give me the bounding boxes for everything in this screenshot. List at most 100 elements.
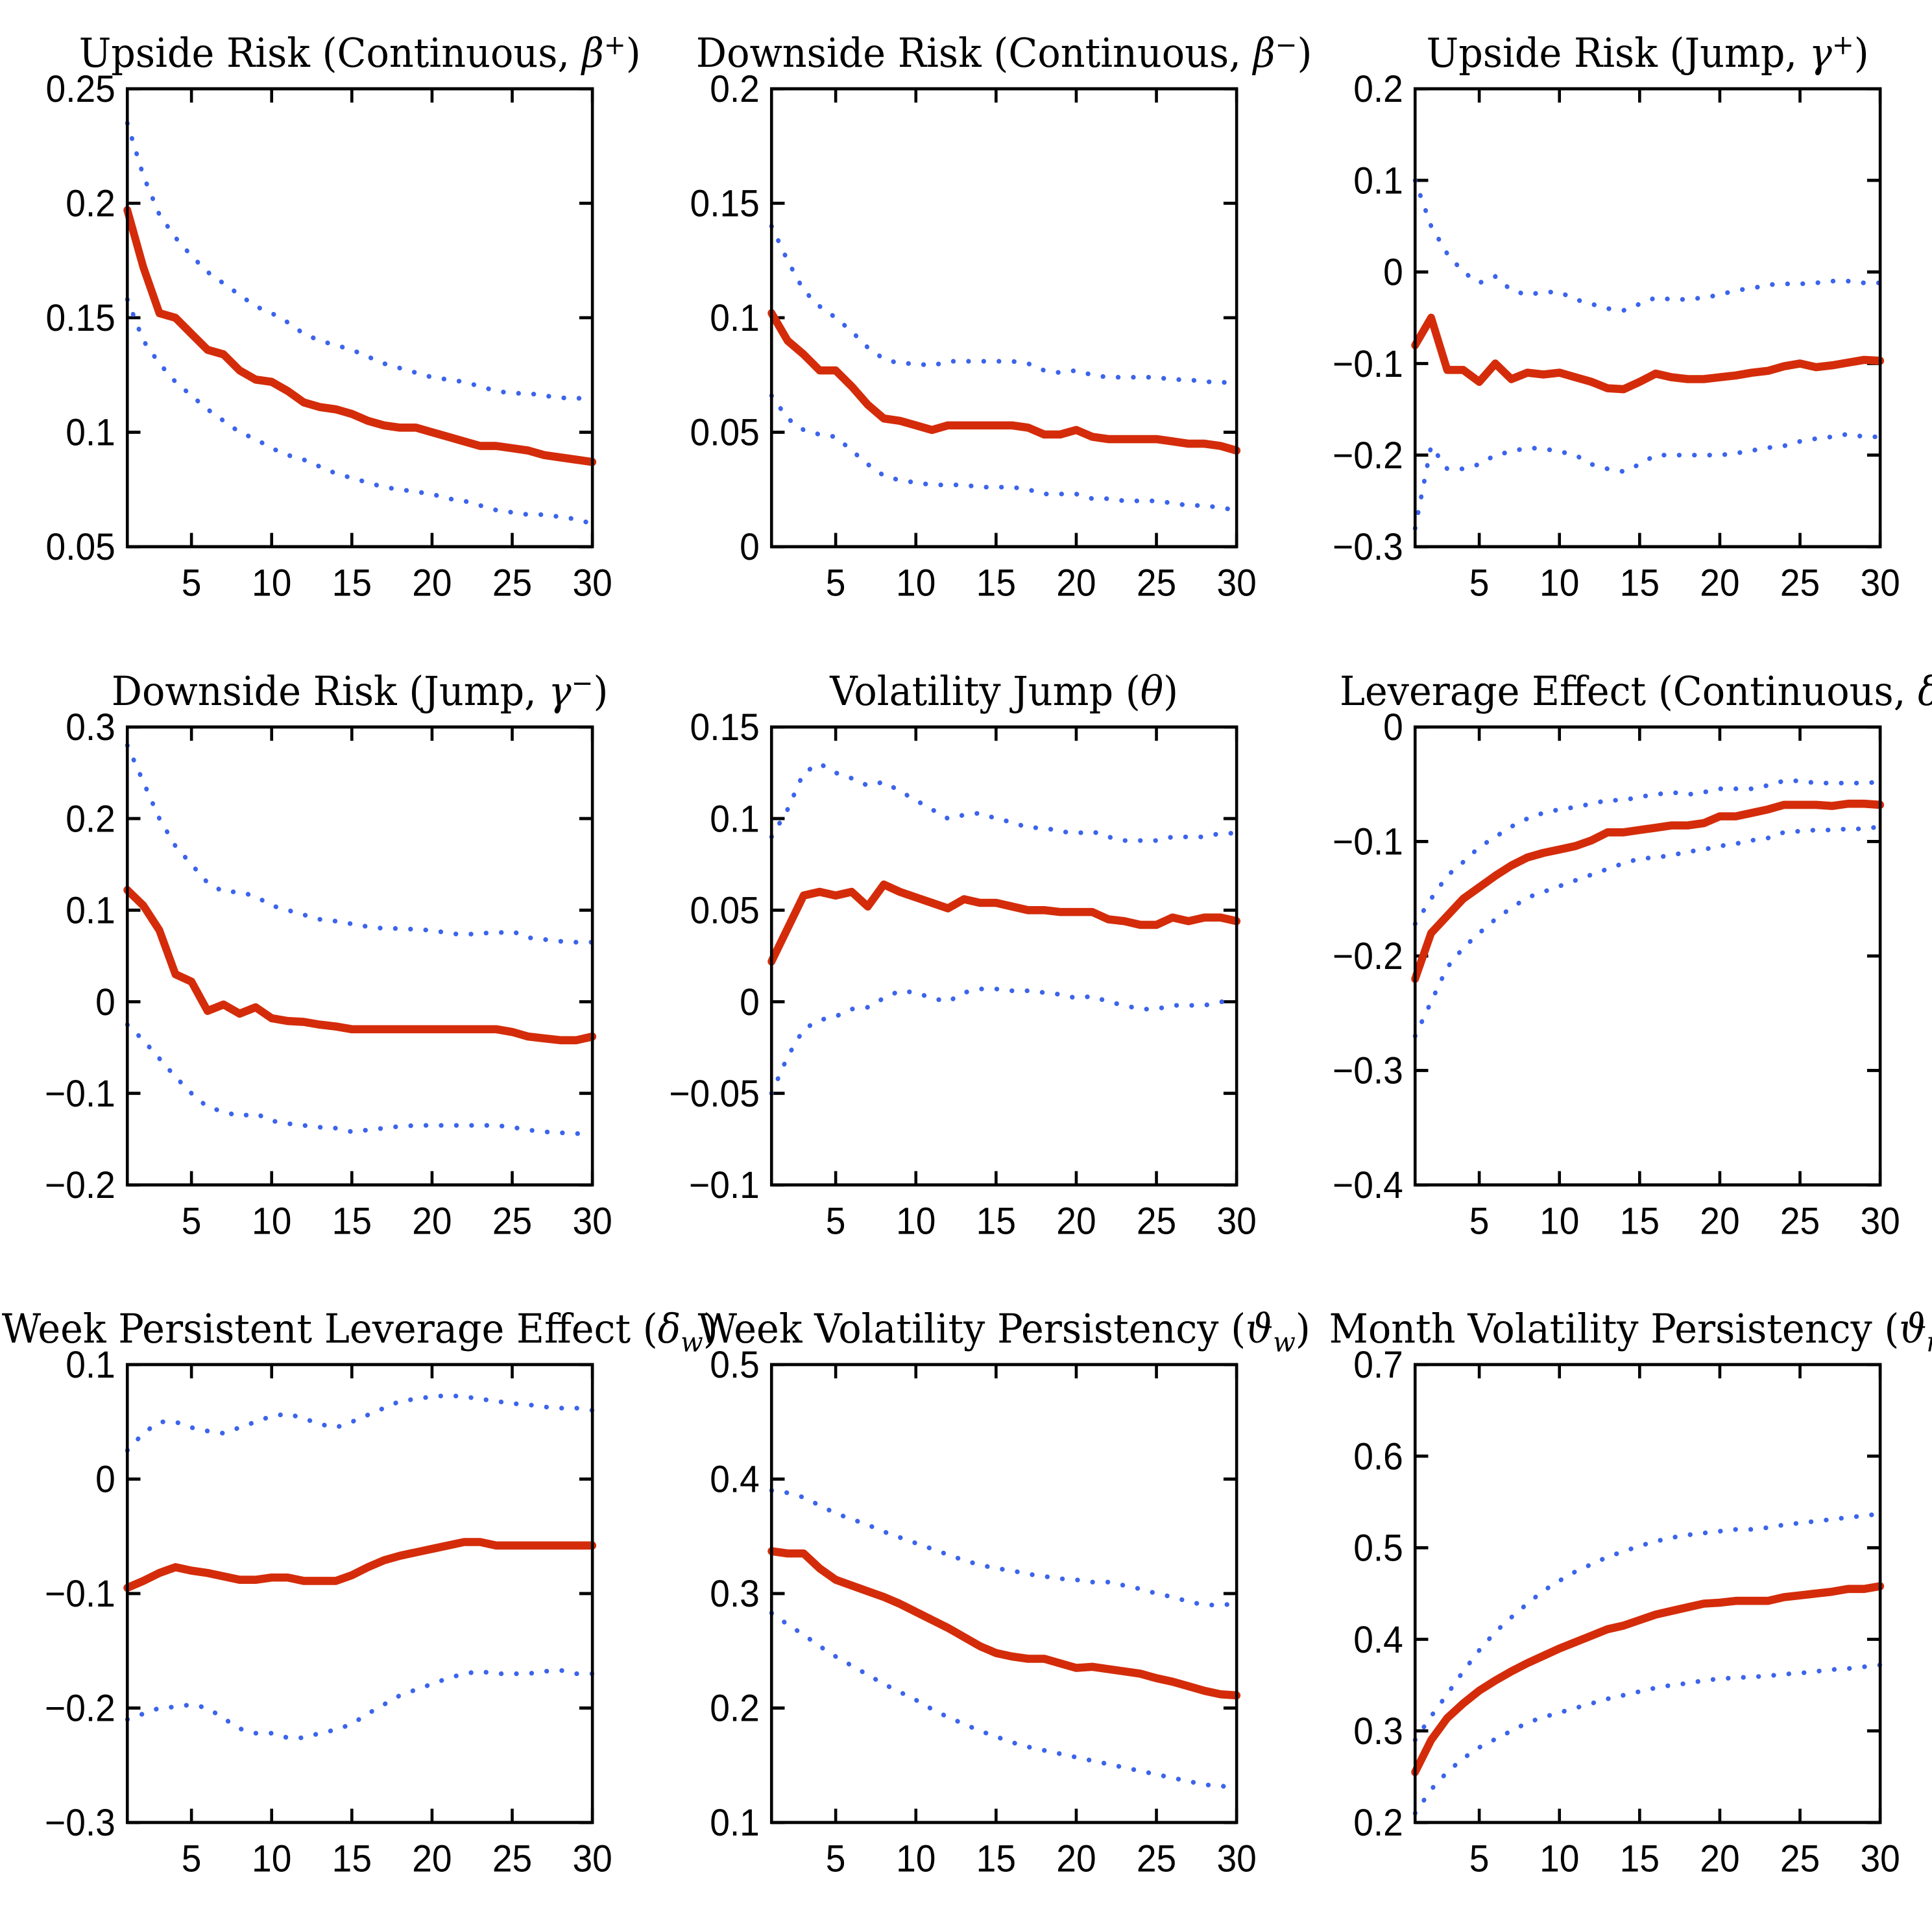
x-tick-label: 15 xyxy=(976,1837,1015,1880)
y-tick-label: 0 xyxy=(95,1459,115,1501)
axis-box xyxy=(1414,87,1882,549)
upper-confidence-line xyxy=(769,1488,1239,1608)
y-tick-label: 0.1 xyxy=(710,1802,760,1844)
x-tick-label: 5 xyxy=(825,1200,845,1242)
x-tick-label: 15 xyxy=(332,1200,372,1242)
x-tick-label: 25 xyxy=(1780,1200,1820,1242)
x-tick-label: 15 xyxy=(976,1200,1015,1242)
estimate-line xyxy=(1411,313,1885,394)
chart-canvas: 5 10 15 20 25 30 −0.1 −0.05 0 0.05 0.1 0.15 Volatili… xyxy=(669,668,1256,1242)
x-tick-label: 10 xyxy=(896,1837,936,1880)
y-tick-label: 0.05 xyxy=(690,889,759,931)
lower-confidence-line xyxy=(769,393,1239,513)
y-tick-label: 0.5 xyxy=(1354,1527,1404,1570)
chart-week-persistent-leverage-effect: 5 10 15 20 25 30 −0.3 −0.2 −0.1 0 0.1 Week Persiste… xyxy=(2,1286,718,1904)
lower-confidence-line xyxy=(769,986,1239,1095)
y-tick-label: −0.05 xyxy=(669,1072,760,1114)
x-tick-label: 25 xyxy=(1137,1837,1176,1880)
upper-confidence-line xyxy=(125,743,595,945)
x-tick-label: 25 xyxy=(1780,1837,1820,1880)
y-tick-label: 0.1 xyxy=(66,1344,115,1386)
lower-confidence-line xyxy=(125,297,595,527)
y-tick-label: −0.1 xyxy=(1333,820,1403,863)
y-tick-label: 0.6 xyxy=(1354,1435,1404,1477)
x-tick-label: 25 xyxy=(1137,1200,1176,1242)
x-tick-label: 5 xyxy=(825,562,845,604)
y-tick-label: −0.1 xyxy=(45,1573,115,1615)
x-tick-label: 20 xyxy=(1056,562,1096,604)
x-tick-label: 30 xyxy=(1861,562,1900,604)
axis-box xyxy=(125,725,594,1186)
chart-week-volatility-persistency: 5 10 15 20 25 30 0.1 0.2 0.3 0.4 0.5 Week Volatilit… xyxy=(670,1286,1310,1904)
x-tick-label: 30 xyxy=(572,1837,612,1880)
x-tick-label: 5 xyxy=(1469,1837,1490,1880)
lower-confidence-line xyxy=(125,1022,595,1136)
chart-title: Week Persistent Leverage Effect (δw) xyxy=(2,1306,718,1358)
y-tick-label: 0.2 xyxy=(66,182,115,224)
x-tick-label: 25 xyxy=(492,562,532,604)
upper-confidence-line xyxy=(125,1393,595,1453)
y-tick-label: 0.2 xyxy=(66,798,115,840)
x-tick-label: 15 xyxy=(332,1837,372,1880)
axis-box xyxy=(769,725,1238,1186)
x-tick-label: 30 xyxy=(1861,1837,1900,1880)
y-tick-label: −0.1 xyxy=(45,1072,115,1114)
axis-box xyxy=(1414,725,1882,1186)
y-tick-label: −0.3 xyxy=(1333,1049,1403,1092)
y-tick-label: 0.7 xyxy=(1354,1344,1404,1386)
axis-box xyxy=(125,87,594,549)
y-tick-label: 0.1 xyxy=(1354,160,1404,202)
chart-upside-risk-continuous: 5 10 15 20 25 30 0.05 0.1 0.15 0.2 0.25 Upside Risk… xyxy=(26,10,641,628)
estimate-line xyxy=(767,880,1240,966)
chart-title: Volatility Jump (θ) xyxy=(829,668,1178,715)
y-tick-label: 0.3 xyxy=(66,706,115,748)
estimate-line xyxy=(767,309,1240,455)
x-tick-label: 20 xyxy=(412,1200,452,1242)
y-tick-label: −0.1 xyxy=(1333,343,1403,385)
x-tick-label: 10 xyxy=(896,1200,936,1242)
x-tick-label: 15 xyxy=(1620,1837,1660,1880)
x-tick-label: 5 xyxy=(1469,1200,1490,1242)
chart-title: Month Volatility Persistency (ϑm) xyxy=(1329,1306,1932,1358)
x-tick-label: 25 xyxy=(1780,562,1820,604)
upper-confidence-line xyxy=(125,121,595,403)
x-tick-label: 10 xyxy=(252,562,291,604)
x-tick-label: 20 xyxy=(1700,1837,1740,1880)
chart-canvas: 5 10 15 20 25 30 −0.3 −0.2 −0.1 0 0.1 0.2 Upside Ris… xyxy=(1333,29,1900,604)
axis-box xyxy=(125,1363,594,1824)
y-tick-label: 0.1 xyxy=(710,798,760,840)
x-tick-label: 5 xyxy=(182,1837,202,1880)
y-tick-label: 0.25 xyxy=(46,68,115,110)
y-tick-label: 0.2 xyxy=(710,68,760,110)
x-tick-label: 20 xyxy=(1056,1200,1096,1242)
y-tick-label: 0 xyxy=(1384,251,1404,293)
y-tick-label: 0.4 xyxy=(710,1459,760,1501)
y-tick-label: 0.15 xyxy=(690,706,759,748)
estimate-line xyxy=(123,206,597,466)
y-tick-label: 0.1 xyxy=(66,411,115,453)
y-tick-label: −0.2 xyxy=(1333,935,1403,977)
chart-title: Downside Risk (Jump, γ−) xyxy=(112,666,609,715)
y-tick-label: 0.1 xyxy=(66,889,115,931)
upper-confidence-line xyxy=(769,224,1239,387)
x-tick-label: 25 xyxy=(492,1200,532,1242)
y-tick-label: 0.2 xyxy=(1354,1802,1404,1844)
y-tick-label: −0.1 xyxy=(689,1164,760,1206)
y-tick-label: −0.2 xyxy=(45,1164,115,1206)
x-tick-label: 20 xyxy=(412,562,452,604)
y-tick-label: 0.05 xyxy=(46,526,115,568)
x-tick-label: 10 xyxy=(1540,1837,1579,1880)
chart-title: Leverage Effect (Continuous, δ) xyxy=(1340,668,1932,715)
chart-downside-risk-jump: 5 10 15 20 25 30 −0.2 −0.1 0 0.1 0.2 0.3 Downside Ri… xyxy=(26,649,618,1266)
y-tick-label: 0.1 xyxy=(710,297,760,339)
x-tick-label: 10 xyxy=(252,1200,291,1242)
upper-confidence-line xyxy=(1413,1511,1883,1743)
y-tick-label: −0.2 xyxy=(45,1688,115,1730)
y-tick-label: −0.4 xyxy=(1333,1164,1403,1206)
